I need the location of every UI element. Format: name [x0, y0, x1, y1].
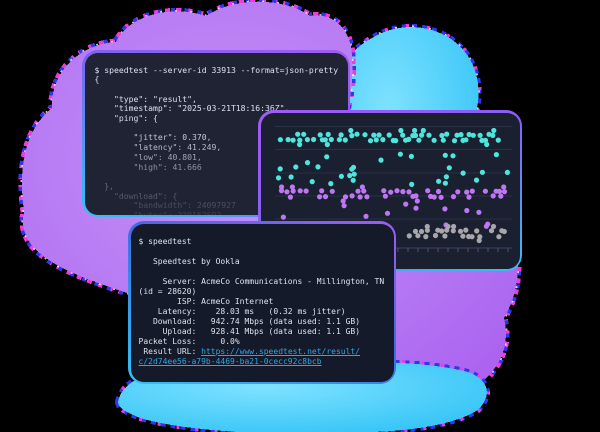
result-url-line2[interactable]: c/2d74ee56-a79b-4469-ba21-0cecc92c8bcb — [138, 356, 322, 366]
terminal-result-output: $ speedtest Speedtest by Ookla Server: A… — [131, 224, 394, 380]
result-body-text: $ speedtest Speedtest by Ookla Server: A… — [138, 236, 385, 346]
result-url-link[interactable]: https://www.speedtest.net/result/c/2d74e… — [139, 347, 361, 366]
result-url-line1[interactable]: https://www.speedtest.net/result/ — [201, 346, 361, 356]
latency-dot-plot — [274, 125, 512, 252]
terminal-json-output: $ speedtest --server-id 33913 --format=j… — [94, 64, 339, 215]
result-url-label: Result URL: — [143, 346, 197, 356]
terminal-result-window: $ speedtest Speedtest by Ookla Server: A… — [128, 221, 396, 384]
